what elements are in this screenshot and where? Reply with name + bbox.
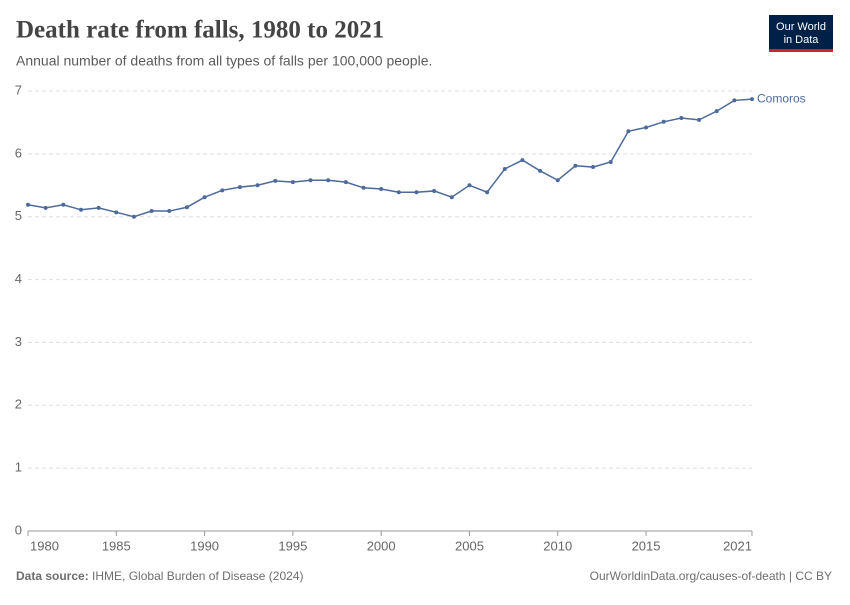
point — [255, 183, 260, 188]
point — [237, 185, 242, 190]
y-tick-label: 6 — [15, 145, 22, 160]
logo-text: Our World — [776, 21, 826, 33]
y-tick-label: 5 — [15, 208, 22, 223]
point — [697, 117, 702, 122]
x-tick-label: 2005 — [455, 538, 484, 553]
source-label: Data source: — [16, 569, 89, 583]
point — [26, 202, 30, 207]
point — [149, 209, 154, 214]
point — [167, 209, 172, 214]
point — [538, 168, 543, 173]
point — [78, 207, 83, 212]
point — [644, 125, 649, 130]
point — [555, 178, 560, 183]
point — [591, 165, 596, 170]
x-tick-label: 2010 — [543, 538, 572, 553]
point — [343, 180, 348, 185]
point — [449, 195, 454, 200]
source-url[interactable]: OurWorldinData.org/causes-of-death | CC … — [590, 569, 832, 583]
point — [732, 98, 737, 103]
point — [379, 187, 384, 192]
point — [661, 119, 666, 124]
point — [414, 190, 419, 195]
y-tick-label: 2 — [15, 397, 22, 412]
point — [679, 116, 684, 121]
point — [220, 188, 225, 193]
x-tick-label: 2000 — [367, 538, 396, 553]
x-tick-label: 1990 — [190, 538, 219, 553]
point — [308, 178, 313, 183]
point — [608, 160, 613, 165]
point — [485, 190, 490, 195]
logo-box — [769, 15, 833, 52]
point — [326, 178, 331, 183]
point — [131, 214, 136, 219]
point — [114, 210, 119, 215]
point — [432, 188, 437, 193]
x-tick-label: 2021 — [723, 538, 752, 553]
logo-stripe — [769, 49, 833, 52]
point — [750, 97, 754, 102]
point — [96, 205, 101, 210]
point — [396, 190, 401, 195]
point — [626, 129, 631, 134]
source-text: IHME, Global Burden of Disease (2024) — [92, 569, 303, 583]
x-tick-label: 2015 — [632, 538, 661, 553]
logo-text: in Data — [784, 34, 820, 46]
point — [361, 185, 366, 190]
y-tick-label: 1 — [15, 460, 22, 475]
x-tick-label: 1980 — [30, 538, 59, 553]
logo[interactable]: Our World in Data — [769, 15, 833, 52]
chart-title: Death rate from falls, 1980 to 2021 — [16, 17, 384, 44]
y-tick-label: 0 — [15, 522, 22, 537]
point — [61, 202, 66, 207]
line — [27, 98, 753, 218]
y-tick-label: 3 — [15, 334, 22, 349]
y-tick-label: 4 — [15, 271, 22, 286]
y-tick-label: 7 — [15, 82, 22, 97]
x-tick-label: 1985 — [102, 538, 131, 553]
chart-subtitle: Annual number of deaths from all types o… — [16, 53, 432, 69]
point — [290, 180, 295, 185]
point — [273, 178, 278, 183]
point — [573, 163, 578, 168]
point — [184, 205, 189, 210]
source: Data source: IHME, Global Burden of Dise… — [16, 569, 303, 583]
point — [502, 166, 507, 171]
point — [520, 158, 525, 163]
point — [467, 183, 472, 188]
x-tick-label: 1995 — [278, 538, 307, 553]
series-label: Comoros — [757, 91, 806, 105]
point — [43, 205, 48, 210]
point — [202, 195, 207, 200]
point — [714, 109, 719, 114]
